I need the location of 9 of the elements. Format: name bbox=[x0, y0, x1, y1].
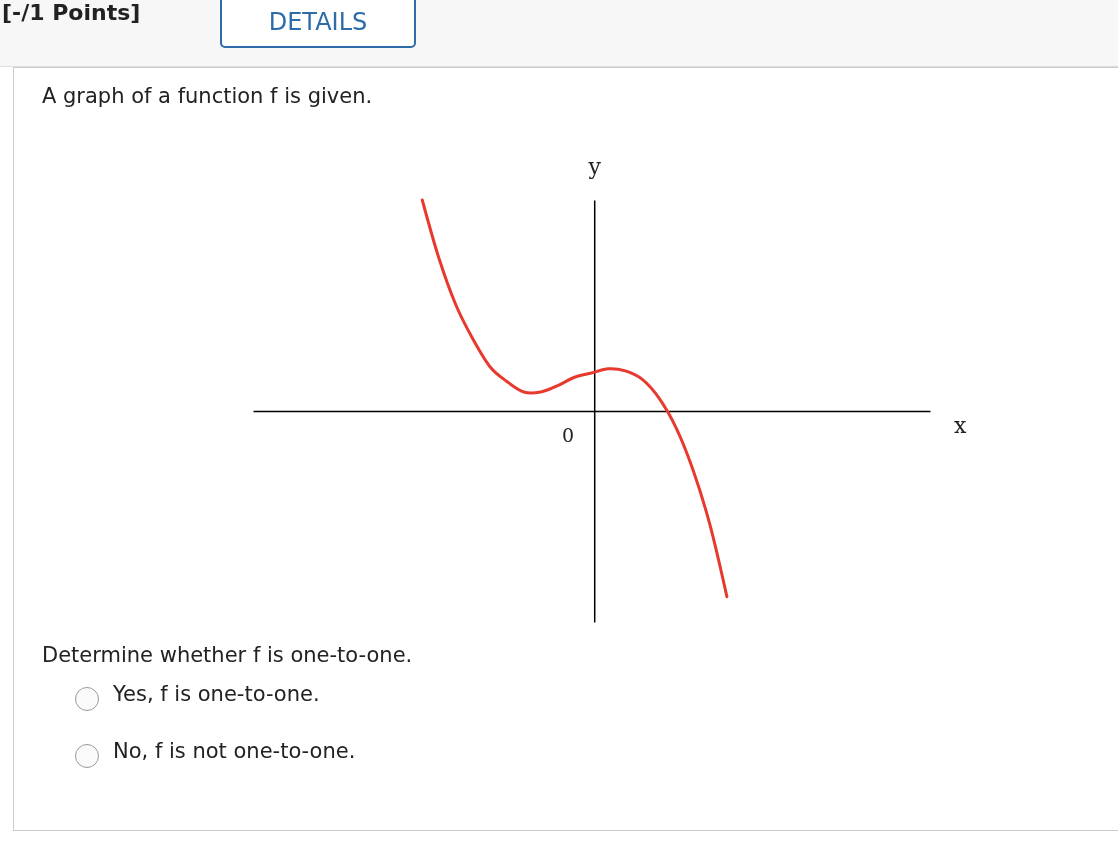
x-axis-title: x bbox=[954, 412, 968, 438]
text: DETAILS bbox=[220, 0, 416, 48]
text: [-/1 Points] bbox=[2, 0, 141, 25]
annotation: 0 bbox=[562, 424, 575, 446]
text: Determine whether f is one-to-one. bbox=[42, 643, 413, 667]
chart-title: A graph of a function f is given. bbox=[42, 84, 373, 108]
y-axis-title: y bbox=[587, 153, 602, 179]
text: No, f is not one-to-one. bbox=[113, 739, 356, 763]
text: Yes, f is one-to-one. bbox=[113, 682, 320, 706]
